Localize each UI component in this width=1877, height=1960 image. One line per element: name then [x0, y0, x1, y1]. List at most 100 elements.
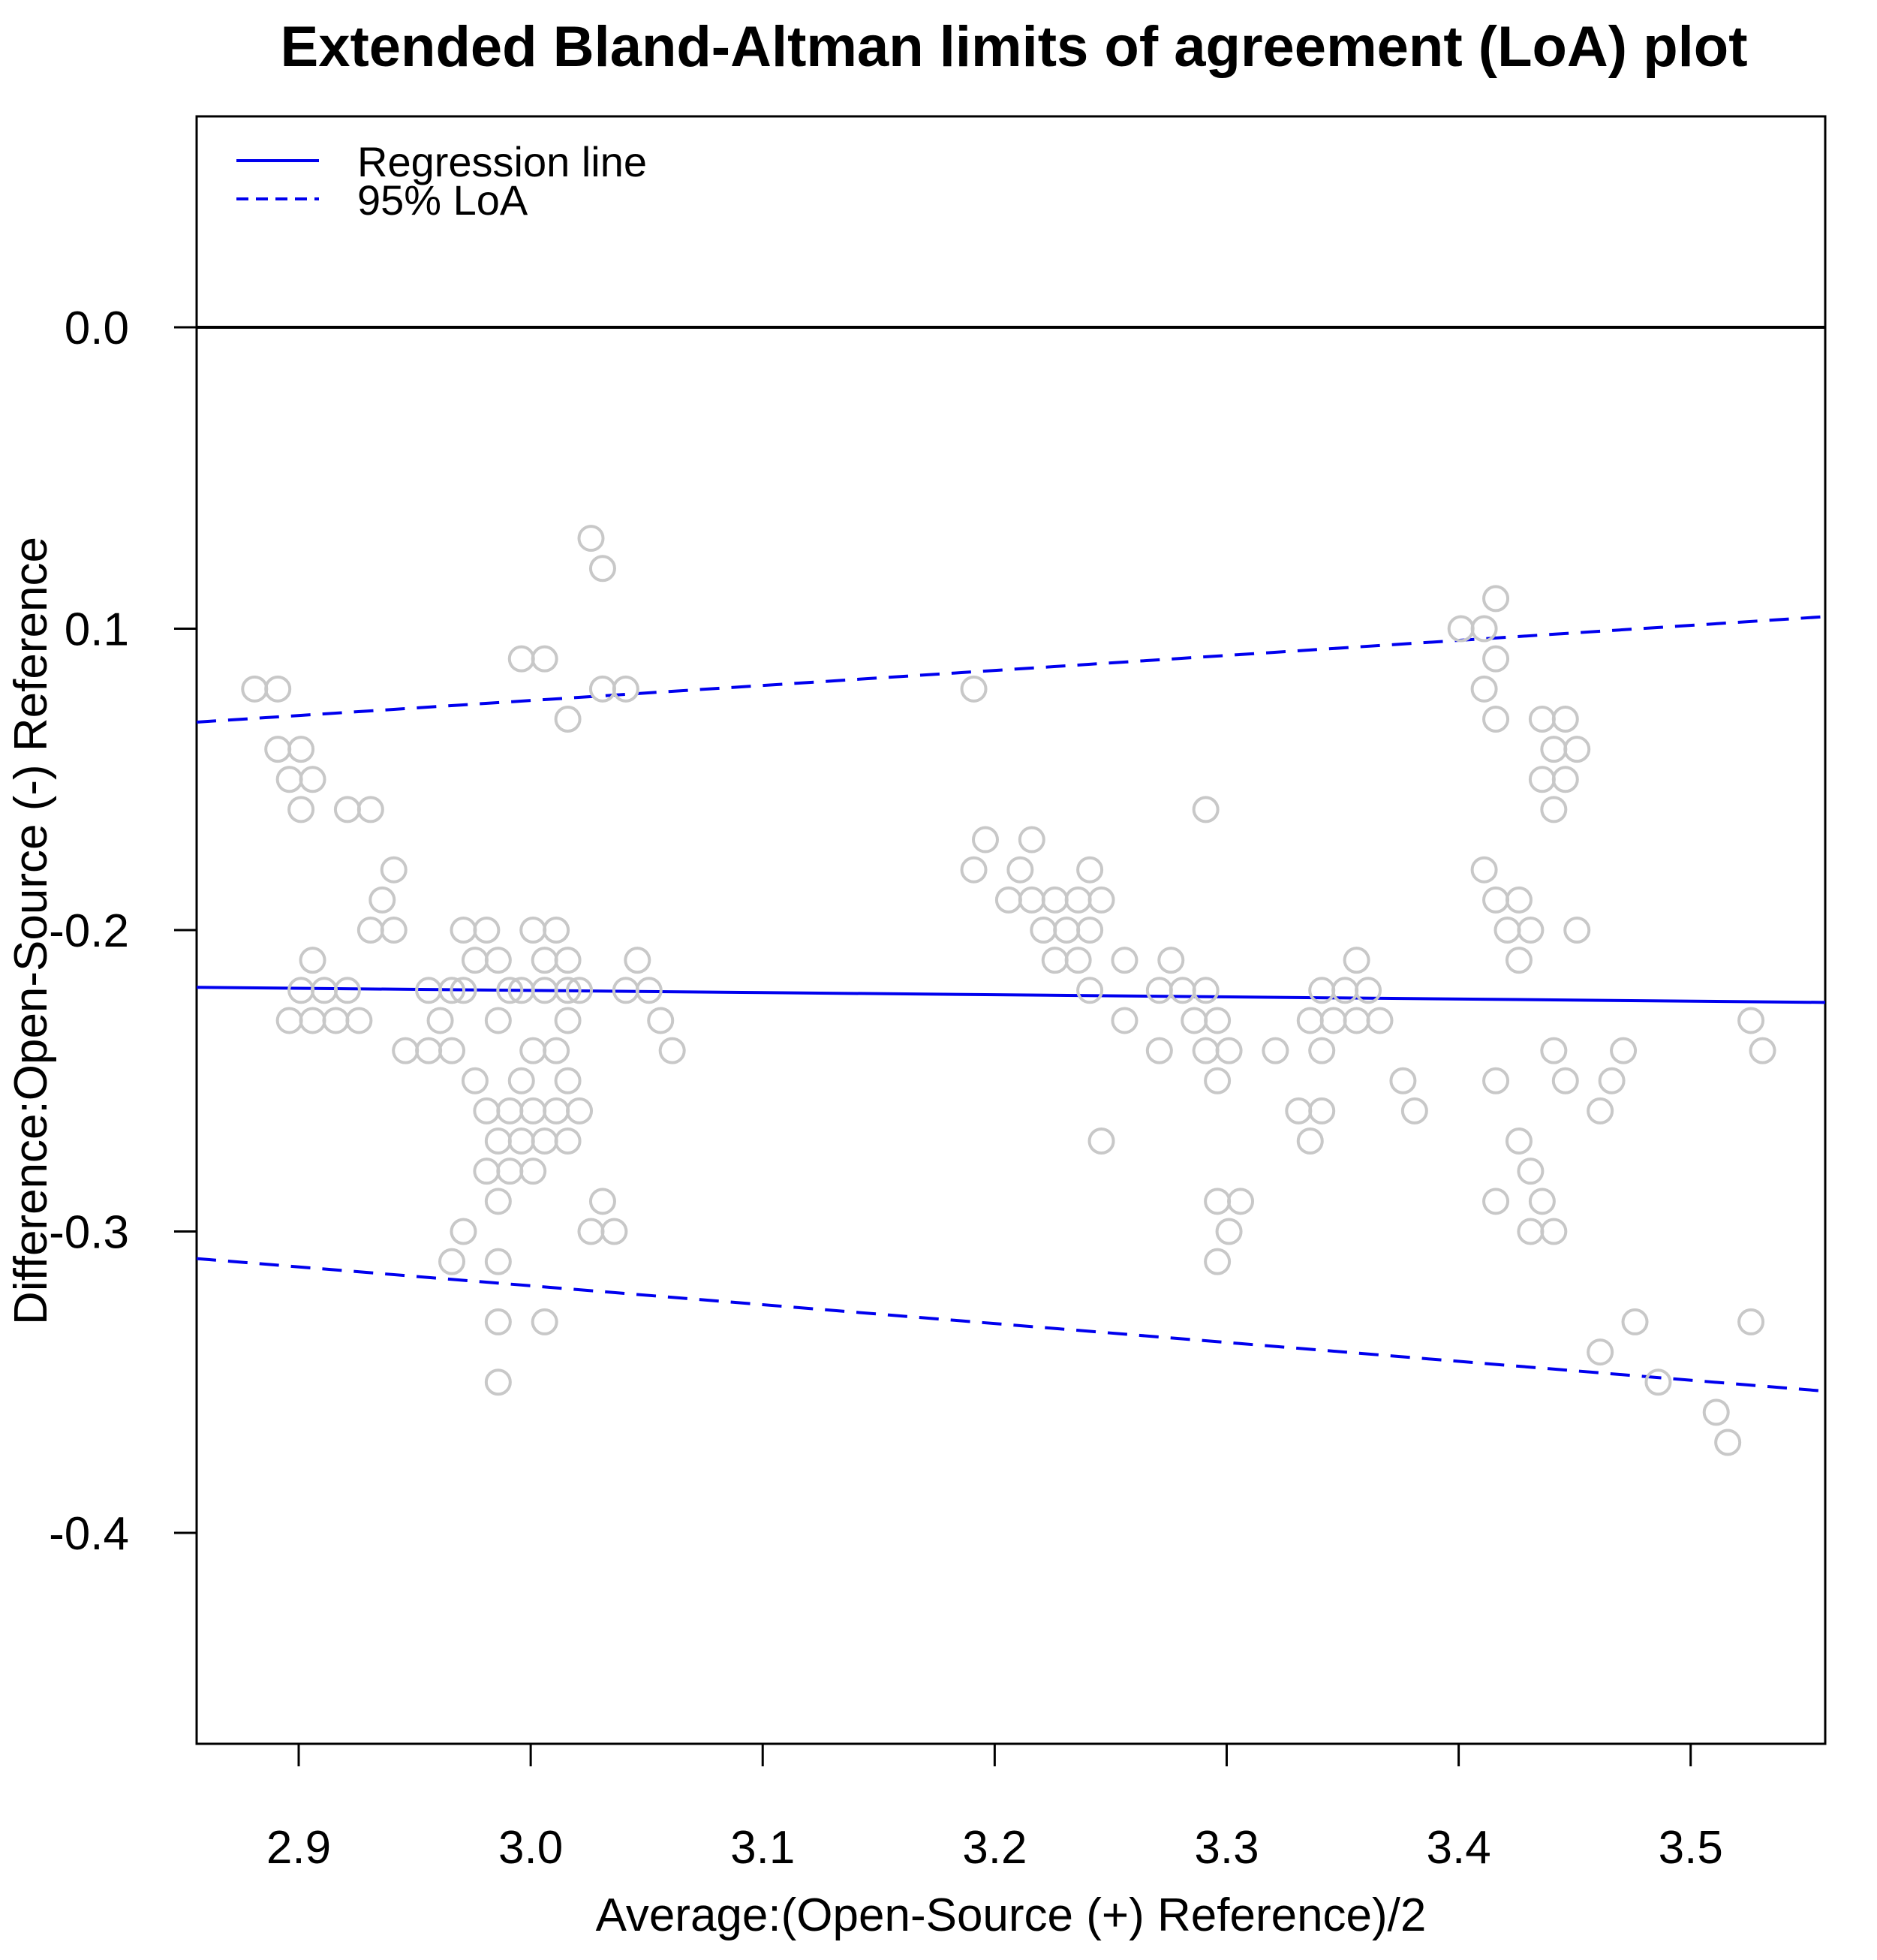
data-point [566, 1097, 594, 1125]
data-point [275, 766, 303, 793]
data-point [345, 1007, 373, 1034]
data-point [1204, 1248, 1232, 1275]
data-point [1076, 917, 1104, 944]
data-point [496, 977, 524, 1004]
data-point [1076, 856, 1104, 884]
data-point [1447, 615, 1475, 643]
data-point [356, 796, 384, 823]
data-point [1563, 917, 1591, 944]
x-axis: 2.9 3.0 3.1 3.2 3.3 3.4 3.5 [266, 1744, 1723, 1874]
y-axis-title: Difference:Open-Source (-) Reference [5, 537, 57, 1325]
data-point [484, 1248, 512, 1275]
data-point [450, 977, 477, 1004]
data-point [1204, 1067, 1232, 1094]
upper-loa-line [196, 615, 1826, 724]
data-point [519, 1037, 547, 1064]
data-point [241, 675, 269, 703]
data-point [1470, 615, 1498, 643]
data-point [1215, 1218, 1243, 1245]
x-tick-label: 3.1 [730, 1822, 795, 1874]
data-point [1296, 1007, 1324, 1034]
x-tick-label: 3.0 [498, 1822, 563, 1874]
data-point [264, 736, 292, 763]
data-point [368, 886, 396, 914]
y-tick-label: -0.3 [49, 1206, 129, 1258]
data-point [1702, 1398, 1730, 1426]
data-point [1215, 1037, 1243, 1064]
data-point [1528, 766, 1556, 793]
data-point [1262, 1037, 1289, 1064]
data-point [333, 977, 361, 1004]
data-point [1169, 977, 1196, 1004]
data-point [588, 1188, 616, 1215]
data-point [275, 1007, 303, 1034]
data-point [647, 1007, 675, 1034]
data-point [484, 1188, 512, 1215]
data-point [1296, 1128, 1324, 1155]
data-point [507, 1128, 535, 1155]
plot-frame [195, 115, 1827, 1745]
data-point [1343, 1007, 1370, 1034]
data-point [1018, 886, 1045, 914]
data-point [1064, 947, 1092, 974]
data-point [1030, 917, 1057, 944]
data-point [356, 917, 384, 944]
data-point [322, 1007, 350, 1034]
data-point [484, 1128, 512, 1155]
data-point [960, 675, 988, 703]
y-tick-label: -0.4 [49, 1508, 129, 1560]
data-point [543, 1097, 570, 1125]
data-point [554, 1128, 582, 1155]
data-point [1308, 1097, 1336, 1125]
scatter-points [241, 525, 1776, 1456]
data-point [577, 525, 605, 552]
data-point [1470, 856, 1498, 884]
data-point [1621, 1308, 1649, 1335]
data-point [1204, 1007, 1232, 1034]
data-point [1505, 947, 1533, 974]
legend: Regression line 95% LoA [236, 138, 647, 224]
data-point [507, 1067, 535, 1094]
data-point [461, 1067, 489, 1094]
data-point [1644, 1368, 1672, 1396]
data-point [554, 977, 582, 1004]
chart-title: Extended Bland-Altman limits of agreemen… [281, 15, 1748, 79]
data-point [1714, 1429, 1742, 1456]
data-point [426, 1007, 454, 1034]
data-point [380, 856, 408, 884]
legend-label-loa: 95% LoA [357, 176, 528, 224]
data-point [1587, 1097, 1614, 1125]
data-point [1551, 705, 1579, 733]
data-point [1482, 886, 1510, 914]
data-point [1087, 886, 1115, 914]
data-point [1018, 826, 1045, 854]
data-point [1204, 1188, 1232, 1215]
data-point [1517, 1218, 1545, 1245]
data-point [1551, 1067, 1579, 1094]
data-point [1181, 1007, 1208, 1034]
data-point [1041, 947, 1069, 974]
lower-loa-line [196, 1257, 1826, 1393]
data-point [519, 1158, 547, 1185]
data-point [484, 1007, 512, 1034]
data-point [496, 1097, 524, 1125]
data-point [1192, 977, 1220, 1004]
data-point [1528, 1188, 1556, 1215]
data-point [554, 1067, 582, 1094]
data-point [473, 1158, 501, 1185]
data-point [1308, 1037, 1336, 1064]
data-point [1540, 736, 1568, 763]
data-point [1517, 917, 1545, 944]
data-point [1053, 917, 1081, 944]
data-point [450, 917, 477, 944]
data-point [531, 645, 558, 673]
data-point [519, 1097, 547, 1125]
data-point [264, 675, 292, 703]
data-point [1587, 1338, 1614, 1366]
data-point [554, 947, 582, 974]
data-point [566, 977, 594, 1004]
x-tick-label: 3.5 [1659, 1822, 1723, 1874]
data-point [577, 1218, 605, 1245]
